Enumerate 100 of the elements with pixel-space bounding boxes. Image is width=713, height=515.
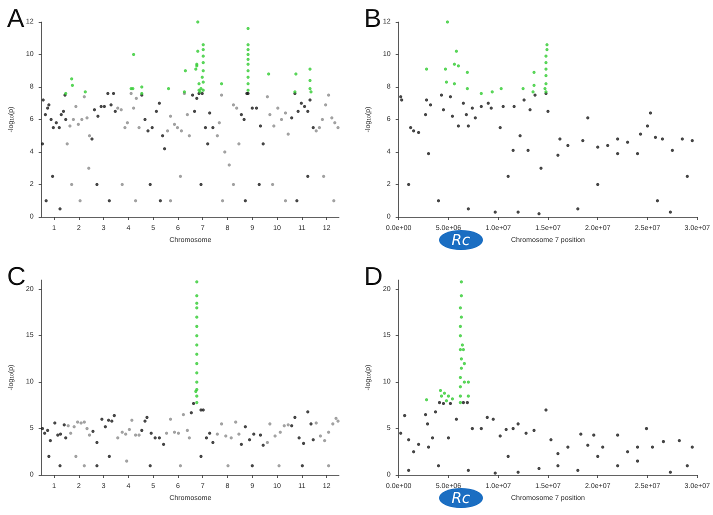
point: [531, 90, 535, 94]
point: [532, 84, 536, 87]
point: [277, 464, 281, 468]
point: [576, 468, 580, 472]
point: [273, 434, 277, 438]
point: [192, 402, 196, 406]
point: [176, 432, 180, 435]
point: [450, 397, 454, 400]
point: [154, 436, 157, 440]
point: [537, 466, 541, 470]
point: [268, 422, 272, 426]
point: [195, 380, 198, 384]
point: [462, 400, 465, 404]
point: [125, 459, 128, 463]
point: [250, 464, 254, 468]
point: [267, 72, 270, 76]
point: [195, 334, 198, 338]
point: [195, 302, 198, 305]
point: [202, 88, 205, 92]
point: [601, 446, 604, 449]
point: [150, 432, 153, 435]
point: [64, 436, 68, 440]
point: [195, 280, 198, 284]
point: [211, 440, 214, 444]
point: [466, 394, 470, 398]
point: [336, 420, 340, 423]
point: [326, 430, 330, 434]
point: [137, 433, 141, 437]
point: [95, 440, 99, 444]
point: [556, 464, 560, 468]
point: [452, 82, 456, 86]
point: [266, 440, 269, 444]
point: [500, 87, 503, 90]
point: [446, 436, 450, 440]
point: [636, 446, 640, 449]
point: [323, 439, 326, 442]
point: [246, 88, 250, 92]
point: [246, 48, 250, 52]
chart-title: B: [364, 3, 382, 33]
point: [246, 82, 250, 86]
point: [204, 436, 208, 440]
point: [110, 420, 114, 423]
point: [458, 306, 462, 310]
point: [298, 436, 301, 440]
point: [616, 433, 620, 437]
point: [95, 464, 99, 468]
point: [490, 90, 494, 94]
point: [195, 343, 198, 347]
point: [195, 362, 198, 366]
point: [108, 454, 111, 458]
point: [56, 433, 60, 437]
point: [79, 421, 83, 425]
point: [458, 348, 462, 352]
point: [262, 444, 265, 447]
point: [168, 418, 172, 421]
point: [202, 48, 205, 52]
point: [504, 428, 508, 432]
point: [407, 468, 410, 472]
point: [197, 82, 201, 86]
point: [458, 324, 462, 328]
point: [678, 439, 681, 442]
point: [544, 61, 548, 64]
chart-title: A: [7, 3, 25, 33]
point: [480, 426, 483, 430]
point: [466, 468, 470, 472]
point: [82, 464, 86, 468]
point: [88, 433, 92, 437]
point: [460, 280, 463, 284]
point: [278, 430, 282, 434]
point: [72, 425, 76, 428]
point: [466, 70, 469, 74]
point: [650, 446, 654, 449]
point: [226, 464, 230, 468]
point: [454, 418, 458, 421]
point: [426, 446, 430, 449]
point: [532, 70, 536, 74]
point: [195, 324, 198, 328]
point: [544, 82, 548, 86]
point: [69, 432, 72, 435]
point: [462, 348, 465, 352]
point: [106, 418, 110, 422]
point: [202, 69, 205, 72]
point: [195, 294, 198, 298]
point: [240, 442, 243, 446]
point: [334, 416, 338, 420]
point: [128, 428, 131, 432]
chart-title: C: [7, 261, 26, 291]
point: [436, 464, 440, 468]
point: [76, 420, 80, 424]
point: [104, 425, 107, 428]
point: [308, 68, 312, 71]
point: [492, 418, 495, 421]
point: [58, 432, 62, 436]
point: [202, 61, 205, 64]
point: [224, 434, 228, 438]
point: [424, 398, 428, 402]
point: [486, 416, 489, 420]
point: [140, 428, 144, 432]
point: [178, 464, 182, 468]
point: [286, 423, 290, 426]
